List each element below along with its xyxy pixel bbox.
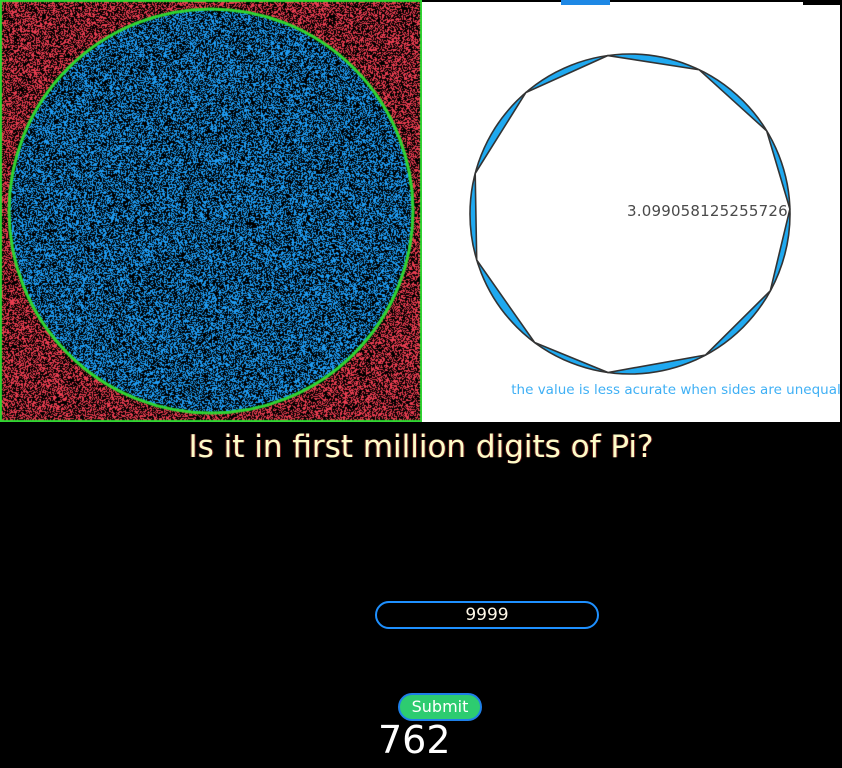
monte-carlo-noise-visualization	[0, 0, 422, 422]
polygon-panel: 3.099058125255726 the value is less acur…	[422, 0, 842, 422]
result-count: 762	[378, 718, 451, 762]
monte-carlo-panel	[0, 0, 422, 422]
accuracy-caption: the value is less acurate when sides are…	[511, 382, 841, 398]
inscribed-polygon-visualization	[469, 53, 791, 375]
pi-estimate-value: 3.099058125255726	[627, 202, 788, 220]
window-edge-fragment	[803, 0, 840, 5]
submit-button[interactable]: Submit	[398, 693, 482, 721]
question-heading: Is it in first million digits of Pi?	[188, 429, 654, 465]
digits-query-input[interactable]	[375, 601, 599, 629]
clipped-button-fragment[interactable]	[561, 0, 610, 5]
